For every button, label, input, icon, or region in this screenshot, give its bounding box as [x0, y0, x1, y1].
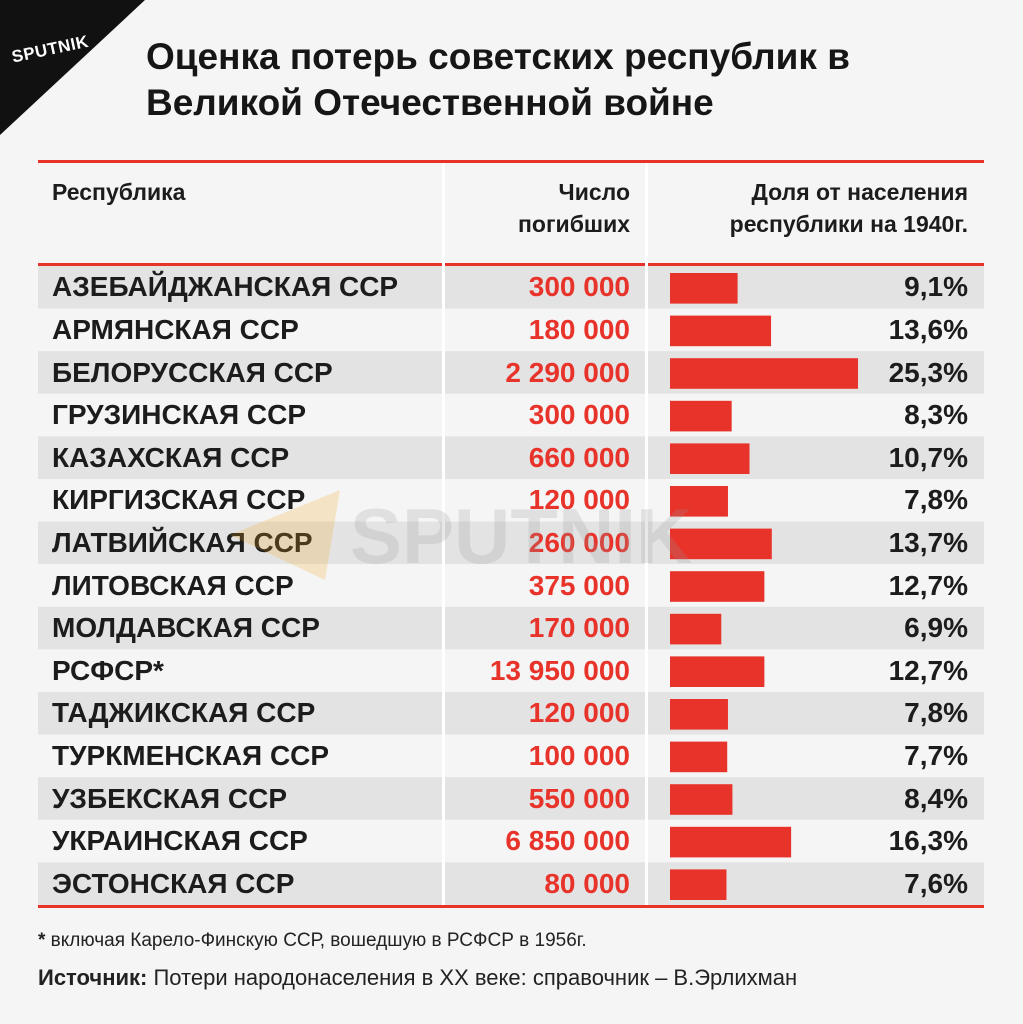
- row-deaths-value: 120 000: [528, 697, 630, 729]
- share-bar: [670, 613, 722, 645]
- row-share-label: 13,7%: [888, 526, 968, 558]
- share-bar: [670, 869, 727, 900]
- row-deaths-value: 80 000: [544, 867, 630, 899]
- row-background: [38, 521, 984, 565]
- source-line: Источник: Потери народонаселения в XX ве…: [38, 965, 797, 991]
- row-background: [38, 819, 984, 863]
- row-deaths-value: 260 000: [528, 526, 630, 558]
- row-republic-name: ТАДЖИКСКАЯ ССР: [52, 697, 316, 729]
- row-background: [38, 734, 984, 778]
- row-share-label: 7,8%: [904, 484, 968, 516]
- row-share-label: 7,7%: [904, 739, 968, 771]
- row-share-label: 16,3%: [888, 825, 968, 857]
- row-share-label: 7,8%: [904, 697, 968, 729]
- row-share-label: 7,6%: [904, 867, 968, 899]
- row-republic-name: КАЗАХСКАЯ ССР: [52, 441, 290, 473]
- column-divider: [645, 163, 648, 905]
- data-table: Республика Число погибших Доля от населе…: [38, 160, 984, 916]
- row-background: [38, 649, 984, 692]
- row-background: [38, 393, 984, 437]
- row-share-label: 13,6%: [888, 313, 968, 345]
- row-republic-name: ГРУЗИНСКАЯ ССР: [52, 399, 307, 431]
- row-republic-name: УКРАИНСКАЯ ССР: [52, 825, 308, 857]
- row-republic-name: МОЛДАВСКАЯ ССР: [52, 612, 320, 644]
- row-republic-name: АЗЕБАЙДЖАНСКАЯ ССР: [52, 271, 399, 303]
- share-bar: [670, 826, 792, 858]
- row-deaths-value: 550 000: [528, 782, 630, 814]
- table-graphics: [38, 160, 984, 908]
- row-republic-name: УЗБЕКСКАЯ ССР: [52, 782, 288, 814]
- row-share-label: 8,3%: [904, 399, 968, 431]
- row-background: [38, 266, 984, 309]
- share-bar: [670, 486, 728, 517]
- share-bar: [670, 528, 772, 560]
- row-deaths-value: 300 000: [528, 271, 630, 303]
- row-share-label: 8,4%: [904, 782, 968, 814]
- source-text: Потери народонаселения в XX веке: справо…: [147, 965, 798, 990]
- row-republic-name: ЛИТОВСКАЯ ССР: [52, 569, 294, 601]
- row-background: [38, 777, 984, 820]
- row-deaths-value: 170 000: [528, 612, 630, 644]
- footnote-marker: *: [38, 930, 46, 951]
- row-deaths-value: 180 000: [528, 313, 630, 345]
- row-share-label: 6,9%: [904, 612, 968, 644]
- row-deaths-value: 13 950 000: [489, 654, 630, 686]
- row-deaths-value: 660 000: [528, 441, 630, 473]
- row-share-label: 12,7%: [888, 569, 968, 601]
- footnote-text: включая Карело-Финскую ССР, вошедшую в Р…: [45, 930, 587, 951]
- sputnik-logo: SPUTNIK: [0, 0, 145, 135]
- share-bar: [670, 699, 728, 730]
- share-bar: [670, 315, 772, 347]
- row-deaths-value: 6 850 000: [505, 825, 630, 857]
- header-republic: Республика: [52, 179, 186, 205]
- row-share-label: 25,3%: [888, 356, 968, 388]
- column-divider: [442, 163, 445, 905]
- row-share-label: 10,7%: [888, 441, 968, 473]
- row-republic-name: ЭСТОНСКАЯ ССР: [52, 867, 295, 899]
- bottom-rule: [38, 905, 984, 908]
- row-republic-name: БЕЛОРУССКАЯ ССР: [52, 356, 333, 388]
- row-background: [38, 606, 984, 650]
- row-deaths-value: 300 000: [528, 399, 630, 431]
- share-bar: [670, 784, 733, 815]
- row-share-label: 9,1%: [904, 271, 968, 303]
- row-share-label: 12,7%: [888, 654, 968, 686]
- row-republic-name: АРМЯНСКАЯ ССР: [52, 313, 299, 345]
- share-bar: [670, 741, 728, 773]
- share-bar: [670, 273, 738, 304]
- header-rule: [38, 263, 984, 266]
- row-deaths-value: 2 290 000: [505, 356, 630, 388]
- header-share: Доля от населения республики на 1940г.: [729, 179, 968, 237]
- logo-triangle-icon: [0, 0, 145, 135]
- share-bar: [670, 571, 765, 602]
- header-deaths: Число погибших: [518, 179, 630, 237]
- page-title: Оценка потерь советских республик в Вели…: [146, 36, 850, 123]
- share-bar: [670, 443, 750, 474]
- row-background: [38, 308, 984, 352]
- source-label: Источник:: [38, 965, 148, 990]
- row-background: [38, 692, 984, 735]
- share-bar: [670, 358, 858, 389]
- row-deaths-value: 100 000: [528, 739, 630, 771]
- row-background: [38, 564, 984, 607]
- row-republic-name: РСФСР*: [52, 654, 164, 686]
- row-deaths-value: 120 000: [528, 484, 630, 516]
- row-deaths-value: 375 000: [528, 569, 630, 601]
- row-background: [38, 436, 984, 479]
- share-bar: [670, 656, 765, 687]
- row-background: [38, 862, 984, 905]
- row-republic-name: ЛАТВИЙСКАЯ ССР: [52, 526, 313, 558]
- row-republic-name: ТУРКМЕНСКАЯ ССР: [52, 739, 330, 771]
- row-background: [38, 479, 984, 522]
- share-bar: [670, 400, 732, 432]
- row-republic-name: КИРГИЗСКАЯ ССР: [52, 484, 306, 516]
- footnote: * включая Карело-Финскую ССР, вошедшую в…: [38, 930, 587, 952]
- top-rule: [38, 160, 984, 163]
